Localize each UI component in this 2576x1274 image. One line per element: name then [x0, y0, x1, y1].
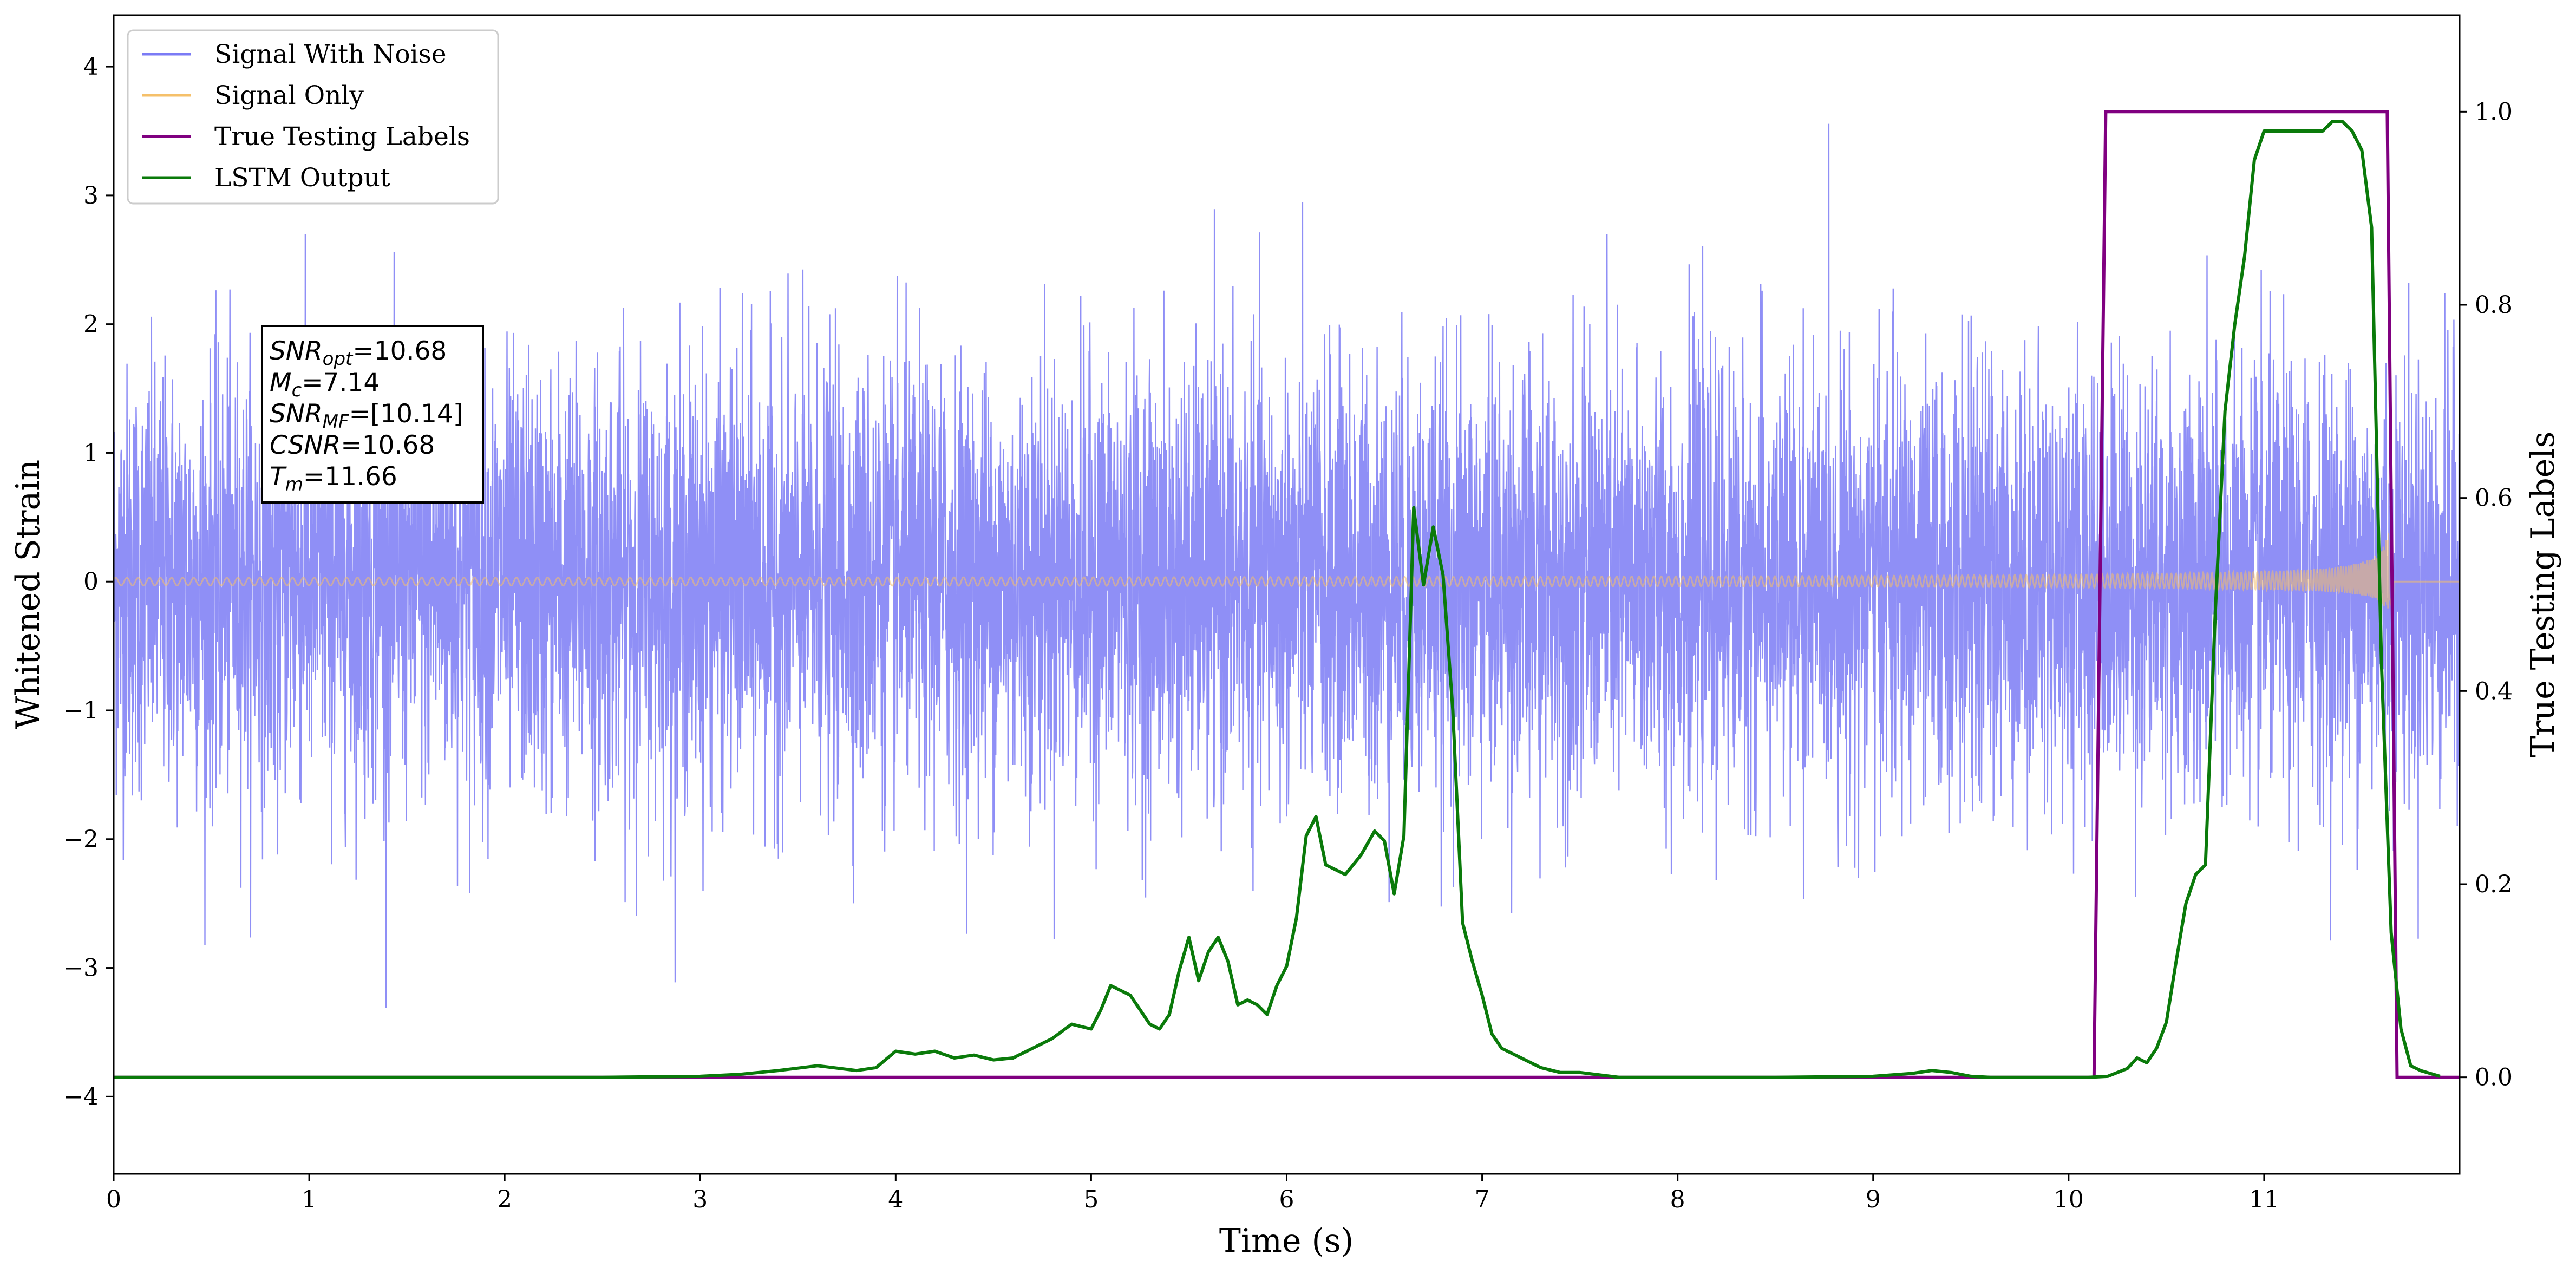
y-tick-label-7: 3 [83, 182, 99, 210]
y2-tick-label-2: 0.4 [2475, 677, 2513, 705]
legend-label-signal-only: Signal Only [214, 81, 364, 110]
parameter-annotation-box: SNRopt=10.68 Mc=7.14 SNRMF=[10.14] CSNR=… [261, 325, 484, 504]
y-tick-label-3: −1 [63, 697, 99, 724]
legend: Signal With Noise Signal Only True Testi… [127, 29, 499, 205]
x-tick-label-6: 6 [1279, 1186, 1294, 1213]
x-tick-label-7: 7 [1475, 1186, 1490, 1213]
annotation-csnr-symbol: CSNR [270, 430, 341, 460]
y2-tick-label-0: 0.0 [2475, 1064, 2513, 1092]
series-lstm-output-line [114, 120, 2441, 1079]
y2-tick-label-3: 0.6 [2475, 485, 2513, 512]
annotation-snr-mf: SNRMF=[10.14] [270, 399, 463, 433]
y2-axis-label: True Testing Labels [2524, 432, 2562, 758]
y-tick-label-0: −4 [63, 1083, 99, 1110]
x-tick-label-1: 1 [302, 1186, 317, 1213]
annotation-tm-value: =11.66 [303, 462, 397, 492]
series-signal-with-noise-line [114, 123, 2460, 1008]
annotation-tm-subscript: m [285, 474, 303, 495]
y2-tick-label-5: 1.0 [2475, 98, 2513, 126]
y2-tick-label-1: 0.2 [2475, 871, 2513, 898]
annotation-tm: Tm=11.66 [270, 462, 397, 495]
y-tick-label-4: 0 [83, 568, 99, 596]
x-tick-label-5: 5 [1083, 1186, 1099, 1213]
annotation-csnr-value: =10.68 [341, 430, 435, 460]
annotation-mc: Mc=7.14 [270, 368, 380, 401]
legend-label-lstm-output: LSTM Output [214, 163, 390, 193]
legend-box [127, 29, 499, 205]
annotation-snr-opt: SNRopt=10.68 [270, 336, 447, 370]
x-tick-label-2: 2 [497, 1186, 512, 1213]
y2-tick-label-4: 0.8 [2475, 291, 2513, 319]
annotation-snr-opt-value: =10.68 [352, 336, 447, 366]
annotation-mc-symbol: M [270, 368, 292, 397]
annotation-snr-mf-subscript: MF [323, 411, 349, 433]
y-tick-label-8: 4 [83, 53, 99, 81]
annotation-snr-mf-symbol: SNR [270, 399, 323, 429]
x-tick-label-8: 8 [1670, 1186, 1685, 1213]
x-tick-label-9: 9 [1866, 1186, 1881, 1213]
plot-data-layer [114, 110, 2460, 1079]
x-axis-label: Time (s) [1219, 1222, 1354, 1260]
annotation-csnr: CSNR=10.68 [270, 430, 435, 460]
annotation-tm-symbol: T [270, 462, 287, 492]
series-signal-only-line [114, 533, 2460, 613]
axes-layer: 0 1 2 3 4 5 6 7 8 9 10 11 −4 −3 −2 −1 0 1 2 3 4 0.0 0.2 0.4 0.6 0… [63, 53, 2513, 1213]
annotation-mc-value: =7.14 [302, 368, 380, 397]
y-tick-label-1: −3 [63, 955, 99, 982]
annotation-frame [261, 325, 484, 504]
legend-label-signal-with-noise: Signal With Noise [214, 40, 447, 69]
annotation-snr-mf-value: =[10.14] [349, 399, 463, 429]
y-tick-label-6: 2 [83, 311, 99, 338]
y-tick-label-2: −2 [63, 826, 99, 853]
y-tick-label-5: 1 [83, 439, 99, 467]
x-tick-label-3: 3 [692, 1186, 708, 1213]
annotation-snr-opt-symbol: SNR [270, 336, 323, 366]
y-axis-label: Whitened Strain [9, 460, 47, 729]
x-tick-label-0: 0 [106, 1186, 121, 1213]
annotation-snr-opt-subscript: opt [323, 348, 354, 370]
x-tick-label-4: 4 [888, 1186, 903, 1213]
x-tick-label-11: 11 [2249, 1186, 2279, 1213]
legend-label-true-testing-labels: True Testing Labels [214, 122, 470, 152]
annotation-mc-subscript: c [292, 380, 302, 401]
x-tick-label-10: 10 [2054, 1186, 2084, 1213]
